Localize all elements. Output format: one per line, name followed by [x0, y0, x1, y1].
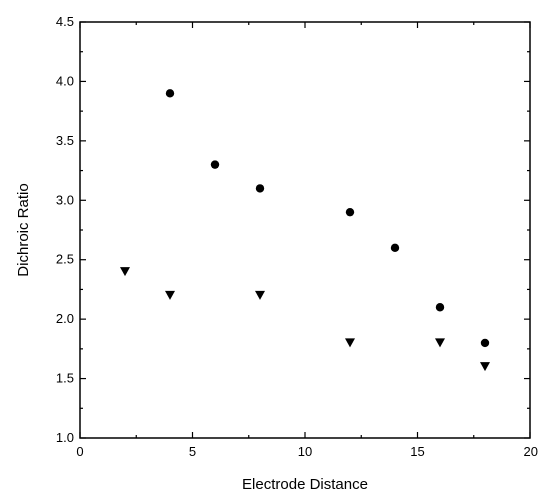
x-tick-label: 0 [76, 444, 83, 459]
data-point-triangle [255, 290, 265, 300]
y-tick-label: 2.5 [56, 252, 74, 267]
y-tick-label: 1.0 [56, 430, 74, 445]
x-tick-label: 20 [524, 444, 538, 459]
data-point-triangle [435, 338, 445, 348]
data-point-triangle [480, 362, 490, 372]
data-point-circle [165, 89, 175, 98]
y-tick-label: 4.0 [56, 73, 74, 88]
data-points [120, 89, 490, 372]
y-tick-label: 4.5 [56, 14, 74, 29]
data-point-circle [210, 160, 220, 169]
data-point-triangle [165, 290, 175, 300]
y-tick-label: 1.5 [56, 371, 74, 386]
plot-frame [79, 21, 531, 439]
x-tick-label: 5 [189, 444, 196, 459]
plot-border [79, 21, 531, 439]
y-tick-label: 3.0 [56, 192, 74, 207]
data-point-circle [435, 303, 445, 312]
data-point-circle [390, 243, 400, 253]
data-point-triangle [345, 338, 355, 348]
y-axis-title: Dichroic Ratio [15, 183, 32, 276]
x-tick-label: 15 [410, 444, 424, 459]
x-tick-label: 10 [298, 444, 312, 459]
axis-ticks: 1.0 1.5 2.0 2.5 3.0 3.5 4.0 4.5 0 5 10 15 20 [56, 14, 538, 459]
data-point-circle [480, 338, 490, 348]
x-axis-title: Electrode Distance [242, 476, 368, 493]
data-point-circle [345, 207, 355, 217]
y-tick-label: 2.0 [56, 311, 74, 326]
y-tick-label: 3.5 [56, 133, 74, 148]
data-point-circle [255, 184, 265, 193]
data-point-triangle [120, 267, 130, 277]
